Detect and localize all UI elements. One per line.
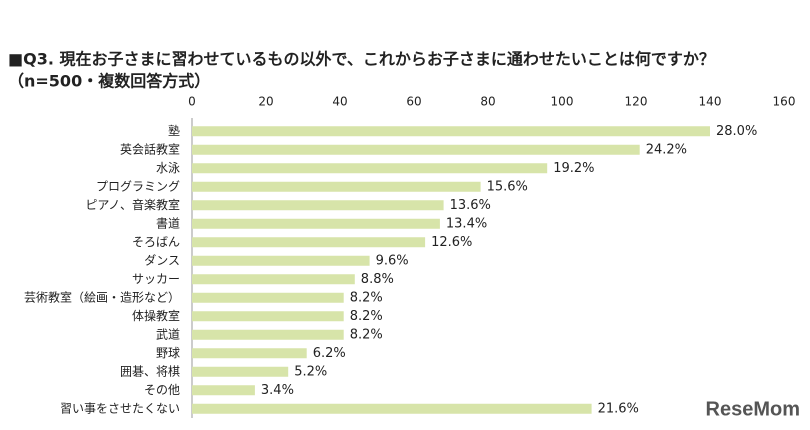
value-label: 12.6% — [431, 235, 472, 250]
value-label: 8.8% — [361, 272, 394, 287]
value-label: 19.2% — [553, 161, 594, 176]
y-tick-label: 体操教室 — [132, 308, 180, 323]
y-tick-label: 習い事をさせたくない — [60, 401, 180, 415]
x-tick-label: 100 — [551, 95, 574, 109]
bar — [192, 255, 370, 266]
bar — [192, 200, 444, 211]
y-tick-label: 書道 — [156, 216, 180, 230]
x-tick-label: 0 — [188, 95, 196, 109]
x-tick-label: 60 — [406, 95, 421, 109]
value-label: 6.2% — [313, 346, 346, 361]
value-label: 8.2% — [350, 327, 383, 342]
value-label: 9.6% — [376, 253, 409, 268]
y-tick-label: そろばん — [132, 235, 180, 249]
value-label: 13.6% — [450, 198, 491, 213]
value-label: 15.6% — [487, 179, 528, 194]
y-tick-label: その他 — [144, 383, 180, 397]
bar — [192, 237, 426, 248]
bar — [192, 292, 344, 303]
y-tick-label: 水泳 — [156, 161, 180, 175]
x-tick-label: 80 — [480, 95, 495, 109]
x-tick-label: 20 — [258, 95, 273, 109]
bar — [192, 181, 481, 192]
value-label: 24.2% — [646, 142, 687, 157]
y-tick-label: 野球 — [156, 346, 180, 360]
y-tick-label: 英会話教室 — [120, 141, 180, 156]
y-tick-label: ピアノ、音楽教室 — [85, 197, 180, 212]
bar — [192, 311, 344, 322]
bar — [192, 385, 255, 396]
x-tick-label: 140 — [699, 95, 722, 109]
value-label: 8.2% — [350, 309, 383, 324]
chart-subtitle: （n=500・複数回答方式） — [8, 72, 210, 91]
y-tick-label: ダンス — [144, 252, 180, 267]
bar — [192, 329, 344, 340]
value-label: 21.6% — [598, 401, 639, 416]
brand-logo: ReseMom — [706, 398, 800, 420]
y-tick-label: プログラミング — [96, 179, 180, 193]
value-label: 8.2% — [350, 290, 383, 305]
value-label: 13.4% — [446, 216, 487, 231]
y-tick-label: 芸術教室（絵画・造形など） — [24, 289, 180, 304]
bar — [192, 218, 440, 229]
bar — [192, 144, 640, 155]
x-tick-label: 120 — [625, 95, 648, 109]
value-label: 5.2% — [294, 364, 327, 379]
y-tick-label: サッカー — [132, 272, 180, 286]
value-label: 28.0% — [716, 124, 757, 139]
bar — [192, 348, 307, 359]
y-tick-label: 武道 — [156, 327, 180, 341]
bar — [192, 274, 355, 285]
value-label: 3.4% — [261, 383, 294, 398]
chart-title: ■Q3. 現在お子さまに習わせているもの以外で、これからお子さまに通わせたいこと… — [8, 50, 715, 69]
bar — [192, 403, 592, 414]
y-tick-label: 囲碁、将棋 — [120, 364, 180, 378]
y-tick-label: 塾 — [168, 123, 180, 138]
bar — [192, 366, 289, 377]
x-tick-label: 160 — [773, 95, 796, 109]
bar — [192, 163, 548, 174]
bar — [192, 126, 710, 137]
x-tick-label: 40 — [332, 95, 347, 109]
